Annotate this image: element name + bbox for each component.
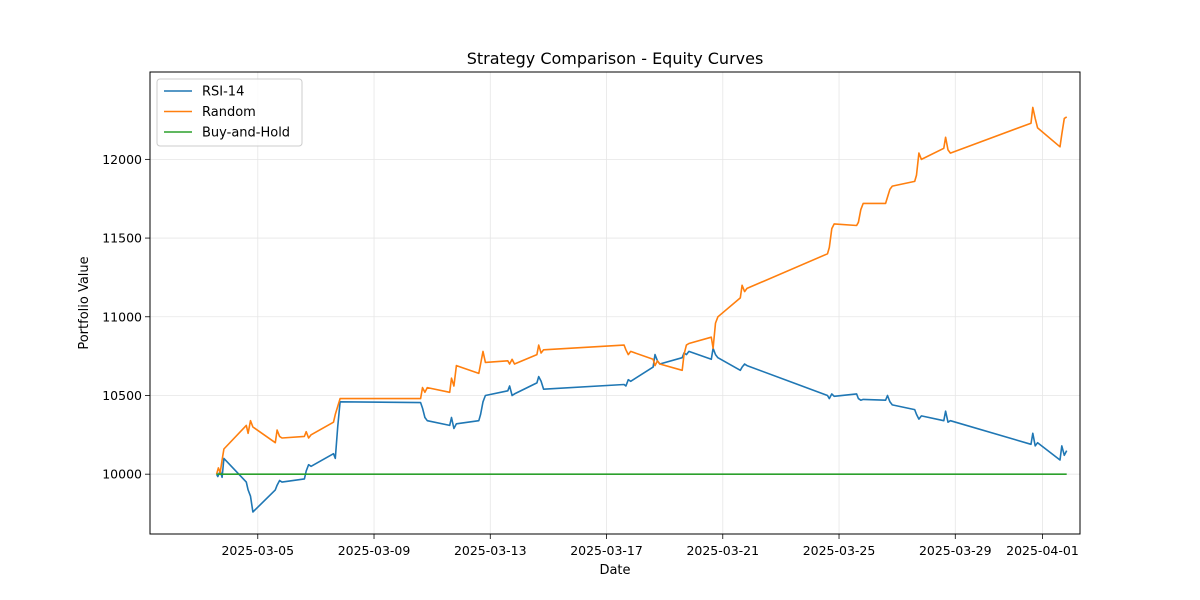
y-tick-label: 11500 <box>102 231 142 246</box>
x-tick-label: 2025-03-29 <box>919 543 992 558</box>
x-tick-label: 2025-03-21 <box>686 543 759 558</box>
x-tick-label: 2025-03-13 <box>454 543 527 558</box>
x-tick-label: 2025-03-25 <box>803 543 876 558</box>
series-layer <box>215 106 1068 513</box>
series-line-rsi-14 <box>215 347 1068 513</box>
legend-label-random: Random <box>202 105 256 120</box>
y-axis-label: Portfolio Value <box>77 256 92 349</box>
legend-frame <box>156 78 303 147</box>
x-tick-label: 2025-03-09 <box>338 543 411 558</box>
plot-frame <box>149 71 1081 535</box>
y-tick-label: 10500 <box>102 388 142 403</box>
series-line-random <box>215 106 1068 475</box>
y-tick-label: 11000 <box>102 309 142 324</box>
legend-label-buy-and-hold: Buy-and-Hold <box>202 126 290 141</box>
x-axis-label: Date <box>599 563 630 578</box>
y-tick-label: 12000 <box>102 152 142 167</box>
x-tick-label: 2025-04-01 <box>1006 543 1079 558</box>
y-tick-label: 10000 <box>102 467 142 482</box>
legend-label-rsi-14: RSI-14 <box>202 85 244 100</box>
x-tick-label: 2025-03-05 <box>221 543 294 558</box>
tick-layer: 2025-03-05 2025-03-09 2025-03-13 2025-03-17… <box>102 152 1079 558</box>
x-tick-label: 2025-03-17 <box>570 543 643 558</box>
legend: RSI-14 Random Buy-and-Hold <box>156 78 303 147</box>
chart-title: Strategy Comparison - Equity Curves <box>467 49 764 68</box>
